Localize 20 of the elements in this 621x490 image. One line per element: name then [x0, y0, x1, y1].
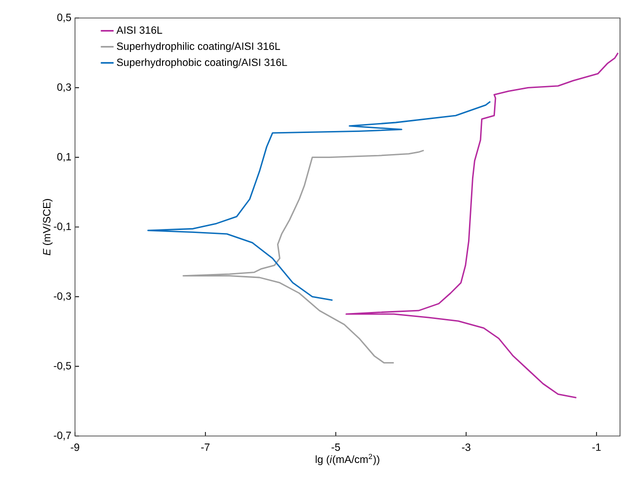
y-tick-label: -0,3: [54, 292, 72, 302]
y-axis-title: E (mV/SCE): [42, 199, 53, 256]
y-tick-label: 0,3: [57, 83, 72, 92]
line-series: [147, 100, 491, 301]
x-axis-title: lg (i(mA/cm$^{2}$)): [316, 454, 380, 466]
x-tick-label: -5: [332, 444, 340, 451]
x-tick-label: -9: [70, 444, 80, 451]
legend-label: AISI 316L: [116, 26, 162, 34]
legend-label: Superhydrophobic coating/AISI 316L: [116, 58, 288, 68]
line-series: [346, 52, 619, 398]
y-tick-label: -0,1: [54, 222, 71, 232]
line-series: [182, 150, 424, 364]
legend-label: Superhydrophilic coating/AISI 316L: [116, 42, 280, 52]
y-tick-label: -0,7: [54, 432, 71, 440]
x-tick-label: -7: [201, 444, 210, 451]
x-tick-label: -3: [462, 444, 470, 451]
y-tick-label: -0,5: [54, 362, 72, 371]
y-tick-label: 0,5: [57, 14, 72, 22]
y-tick-label: 0,1: [57, 153, 71, 162]
x-tick-label: -1: [592, 444, 601, 451]
